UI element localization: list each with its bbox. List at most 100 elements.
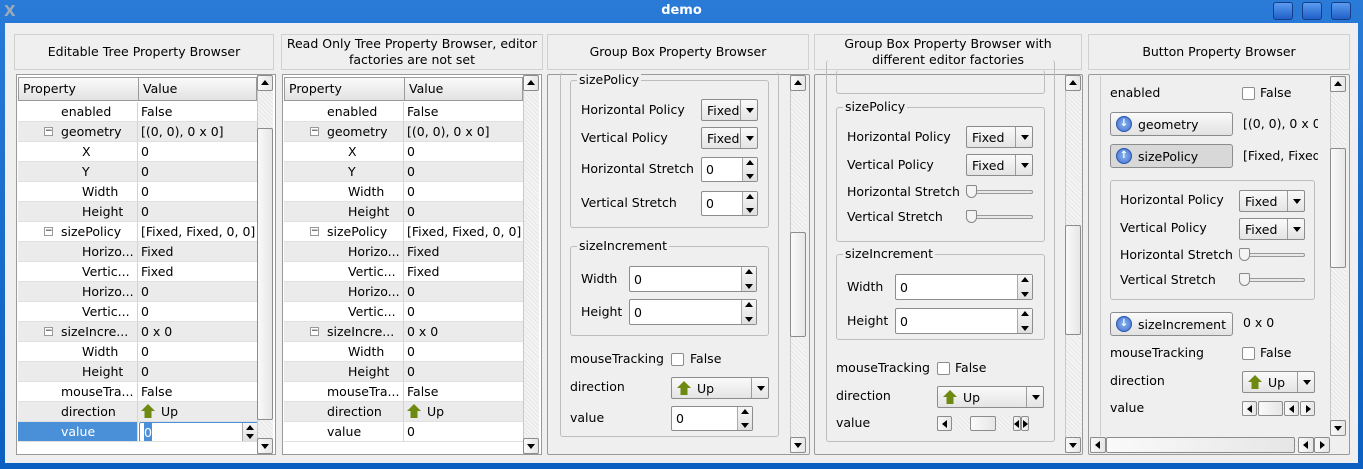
property-cell[interactable]: Vertic...: [284, 302, 404, 322]
value-cell[interactable]: False: [138, 382, 258, 402]
scroll-down-button[interactable]: [1330, 420, 1346, 436]
property-cell[interactable]: Height: [284, 362, 404, 382]
value-spinbox[interactable]: 0: [139, 422, 258, 441]
horizontal-policy-combo[interactable]: Fixed: [966, 126, 1033, 148]
collapse-icon[interactable]: −: [310, 326, 319, 336]
value-cell[interactable]: 0: [404, 302, 524, 322]
collapse-icon[interactable]: −: [44, 326, 53, 336]
scroll-down-button[interactable]: [1065, 437, 1081, 453]
spin-arrows-icon[interactable]: [737, 407, 752, 430]
tree-row[interactable]: mouseTra... False: [284, 382, 524, 402]
tree-row[interactable]: mouseTra... False: [18, 382, 258, 402]
mouse-tracking-checkbox[interactable]: [671, 353, 684, 366]
property-cell[interactable]: Y: [18, 162, 138, 182]
value-cell[interactable]: Fixed: [138, 242, 258, 262]
scrollbar-thumb[interactable]: [970, 416, 996, 431]
slider-handle[interactable]: [966, 185, 977, 198]
property-cell[interactable]: sizePolicy −: [284, 222, 404, 242]
tree-row[interactable]: sizePolicy − [Fixed, Fixed, 0, 0]: [284, 222, 524, 242]
property-cell[interactable]: Y: [284, 162, 404, 182]
value-cell[interactable]: 0: [404, 362, 524, 382]
value-cell[interactable]: 0: [138, 302, 258, 322]
tree-row[interactable]: value 0: [18, 422, 258, 442]
property-cell[interactable]: Horizo...: [284, 242, 404, 262]
value-cell[interactable]: Up: [138, 402, 258, 422]
tree-row[interactable]: Width 0: [18, 342, 258, 362]
geometry-button[interactable]: ↓ geometry: [1110, 112, 1233, 136]
tree-row[interactable]: sizeIncre... −0 x 0: [18, 322, 258, 342]
property-cell[interactable]: Horizo...: [18, 282, 138, 302]
value-cell[interactable]: 0: [404, 162, 524, 182]
chevron-down-icon[interactable]: [1297, 372, 1314, 392]
tree-row[interactable]: Horizo... Fixed: [284, 242, 524, 262]
vertical-stretch-slider[interactable]: [1239, 272, 1305, 288]
value-cell[interactable]: 0: [138, 202, 258, 222]
value-cell[interactable]: Up: [404, 402, 524, 422]
scroll-left-button[interactable]: [1284, 401, 1299, 416]
property-cell[interactable]: Horizo...: [18, 242, 138, 262]
value-cell[interactable]: False: [138, 102, 258, 122]
value-spinbox[interactable]: 0: [671, 406, 753, 431]
property-cell[interactable]: Height: [284, 202, 404, 222]
vertical-stretch-spinbox[interactable]: 0: [701, 191, 758, 216]
scroll-right-button[interactable]: [1021, 416, 1029, 431]
direction-combo[interactable]: Up: [671, 377, 769, 399]
tree-row[interactable]: direction Up: [284, 402, 524, 422]
size-increment-button[interactable]: ↓ sizeIncrement: [1110, 312, 1233, 336]
spin-arrows-icon[interactable]: [1017, 309, 1032, 333]
scrollbar-thumb[interactable]: [257, 128, 273, 420]
size-policy-button[interactable]: ↑ sizePolicy: [1110, 144, 1233, 168]
vertical-policy-combo[interactable]: Fixed: [701, 127, 758, 149]
column-header-property[interactable]: Property: [18, 77, 139, 101]
property-cell[interactable]: Width: [18, 342, 138, 362]
tree-row[interactable]: Width 0: [284, 342, 524, 362]
chevron-down-icon[interactable]: [740, 100, 757, 120]
column-header-property[interactable]: Property: [284, 77, 405, 101]
property-cell[interactable]: Horizo...: [284, 282, 404, 302]
scroll-up-button[interactable]: [1065, 75, 1081, 91]
value-cell[interactable]: 0: [138, 422, 258, 442]
collapse-icon[interactable]: −: [310, 226, 319, 236]
tree-row[interactable]: Horizo... 0: [18, 282, 258, 302]
direction-combo[interactable]: Up: [1242, 371, 1315, 393]
direction-combo[interactable]: Up: [937, 386, 1044, 408]
horizontal-stretch-spinbox[interactable]: 0: [701, 157, 758, 182]
tree-row[interactable]: direction Up: [18, 402, 258, 422]
value-cell[interactable]: 0: [138, 342, 258, 362]
value-cell[interactable]: False: [404, 382, 524, 402]
tree-row[interactable]: Height 0: [18, 362, 258, 382]
tree-row[interactable]: sizeIncre... −0 x 0: [284, 322, 524, 342]
chevron-down-icon[interactable]: [1287, 191, 1304, 211]
value-cell[interactable]: 0: [404, 342, 524, 362]
value-cell[interactable]: 0: [138, 142, 258, 162]
property-cell[interactable]: Vertic...: [284, 262, 404, 282]
value-cell[interactable]: 0: [404, 282, 524, 302]
scroll-left-button[interactable]: [1013, 416, 1021, 431]
tree-row[interactable]: enabled False: [284, 102, 524, 122]
scrollbar-thumb[interactable]: [1258, 401, 1283, 416]
property-cell[interactable]: mouseTra...: [18, 382, 138, 402]
spin-arrows-icon[interactable]: [742, 192, 757, 215]
value-cell[interactable]: False: [404, 102, 524, 122]
value-cell[interactable]: Fixed: [138, 262, 258, 282]
slider-handle[interactable]: [1239, 273, 1250, 286]
vertical-policy-combo[interactable]: Fixed: [966, 154, 1033, 176]
tree-row[interactable]: Height 0: [18, 202, 258, 222]
scroll-left-button[interactable]: [1298, 437, 1314, 453]
value-cell[interactable]: 0 x 0: [404, 322, 524, 342]
column-header-value[interactable]: Value: [138, 77, 257, 101]
property-cell[interactable]: geometry −: [284, 122, 404, 142]
property-cell[interactable]: sizeIncre... −: [284, 322, 404, 342]
property-cell[interactable]: enabled: [18, 102, 138, 122]
scroll-down-button[interactable]: [523, 438, 539, 454]
height-spinbox[interactable]: 0: [895, 308, 1033, 334]
horizontal-policy-combo[interactable]: Fixed: [701, 99, 758, 121]
value-cell[interactable]: 0: [404, 422, 524, 442]
chevron-down-icon[interactable]: [751, 378, 768, 398]
scroll-left-button[interactable]: [1242, 401, 1257, 416]
horizontal-stretch-slider[interactable]: [1239, 247, 1305, 263]
tree-row[interactable]: Horizo... 0: [284, 282, 524, 302]
collapse-icon[interactable]: −: [310, 126, 319, 136]
